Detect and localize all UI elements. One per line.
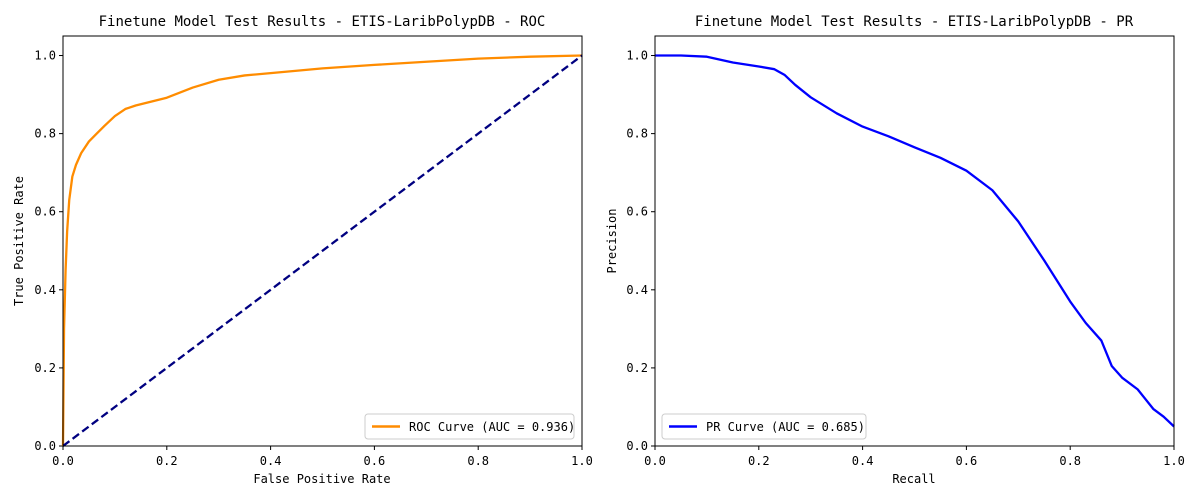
- legend-box: [364, 413, 575, 440]
- x-tick-label: 0.0: [52, 454, 74, 468]
- y-tick-label: 0.6: [34, 205, 56, 219]
- plot-area: [61, 54, 583, 447]
- chart-title: Finetune Model Test Results - ETIS-Larib…: [695, 14, 1134, 30]
- x-axis-label: Recall: [892, 472, 935, 486]
- x-tick-label: 0.4: [260, 454, 282, 468]
- legend: PR Curve (AUC = 0.685): [661, 413, 867, 440]
- roc-curve-line: [61, 54, 583, 447]
- x-tick-label: 0.8: [1059, 454, 1081, 468]
- x-tick-label: 0.0: [644, 454, 666, 468]
- tick-labels: 0.0 0.2 0.4 0.6 0.8 1.0 0.0 0.2 0.4 0.6 0.8 1.0: [626, 49, 1185, 468]
- diagonal-reference-line: [62, 54, 583, 447]
- y-tick-label: 0.8: [626, 127, 648, 141]
- pr-curve-line: [655, 54, 1175, 428]
- x-tick-label: 0.6: [364, 454, 386, 468]
- roc-chart: Finetune Model Test Results - ETIS-Larib…: [12, 14, 593, 486]
- plot-frame: [654, 35, 1175, 447]
- x-tick-label: 0.6: [956, 454, 978, 468]
- y-tick-label: 1.0: [626, 49, 648, 63]
- plot-frame: [62, 35, 583, 447]
- legend-label-roc: ROC Curve (AUC = 0.936): [409, 420, 575, 434]
- tick-labels: 0.0 0.2 0.4 0.6 0.8 1.0 0.0 0.2 0.4 0.6 0.8 1.0: [34, 49, 593, 468]
- y-tick-label: 0.0: [34, 439, 56, 453]
- y-tick-label: 1.0: [34, 49, 56, 63]
- y-tick-label: 0.0: [626, 439, 648, 453]
- x-tick-label: 0.8: [467, 454, 489, 468]
- legend-box: [661, 413, 867, 440]
- axis-ticks: [651, 55, 1175, 450]
- x-tick-label: 0.2: [748, 454, 770, 468]
- legend: ROC Curve (AUC = 0.936): [364, 413, 575, 440]
- y-tick-label: 0.6: [626, 205, 648, 219]
- pr-chart: Finetune Model Test Results - ETIS-Larib…: [605, 14, 1185, 486]
- x-tick-label: 0.2: [156, 454, 178, 468]
- x-tick-label: 1.0: [1163, 454, 1185, 468]
- x-tick-label: 0.4: [852, 454, 874, 468]
- y-tick-label: 0.2: [34, 361, 56, 375]
- y-axis-label: Precision: [605, 208, 619, 273]
- y-axis-label: True Positive Rate: [12, 176, 26, 306]
- y-tick-label: 0.8: [34, 127, 56, 141]
- x-tick-label: 1.0: [571, 454, 593, 468]
- y-tick-label: 0.4: [626, 283, 648, 297]
- y-tick-label: 0.4: [34, 283, 56, 297]
- chart-title: Finetune Model Test Results - ETIS-Larib…: [99, 14, 546, 30]
- plot-area: [655, 54, 1175, 428]
- axis-ticks: [59, 55, 583, 450]
- y-tick-label: 0.2: [626, 361, 648, 375]
- legend-label-pr: PR Curve (AUC = 0.685): [706, 420, 865, 434]
- x-axis-label: False Positive Rate: [253, 472, 390, 486]
